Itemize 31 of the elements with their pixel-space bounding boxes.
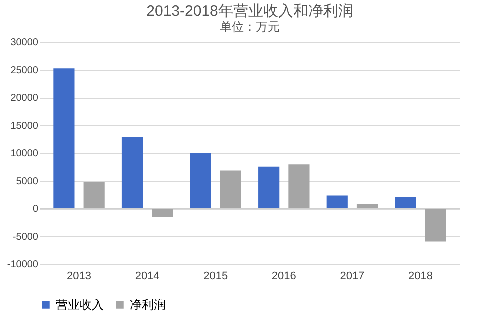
y-tick-label: 5000 xyxy=(16,176,39,188)
y-tick-label: 20000 xyxy=(10,93,39,104)
chart-subtitle: 单位：万元 xyxy=(220,20,280,34)
bar xyxy=(288,164,310,208)
chart-title: 2013-2018年营业收入和净利润 xyxy=(146,3,354,20)
x-tick-label: 2018 xyxy=(408,270,433,282)
y-tick-label: 10000 xyxy=(10,148,39,160)
bar xyxy=(425,208,446,242)
x-tick-label: 2013 xyxy=(67,270,92,282)
y-tick-label: 15000 xyxy=(10,120,39,132)
bar xyxy=(84,182,105,208)
bar xyxy=(190,153,212,208)
y-tick-label: -5000 xyxy=(12,232,39,243)
bar xyxy=(258,166,280,208)
bar xyxy=(356,204,378,208)
y-tick-label: 30000 xyxy=(10,38,39,48)
x-tick-label: 2015 xyxy=(204,270,228,282)
y-tick-label: 25000 xyxy=(10,65,39,76)
bar xyxy=(220,170,242,208)
bar xyxy=(395,197,416,208)
legend-label: 营业收入 xyxy=(56,298,104,312)
x-tick-label: 2017 xyxy=(340,270,365,282)
x-tick-label: 2016 xyxy=(272,270,296,282)
y-tick-label: 0 xyxy=(32,204,39,215)
bar xyxy=(54,68,75,208)
legend-label: 净利润 xyxy=(130,298,166,312)
x-tick-label: 2014 xyxy=(135,270,160,282)
bar xyxy=(326,196,348,208)
y-tick-label: -10000 xyxy=(7,260,39,270)
bar xyxy=(122,137,144,208)
bar xyxy=(152,208,174,218)
